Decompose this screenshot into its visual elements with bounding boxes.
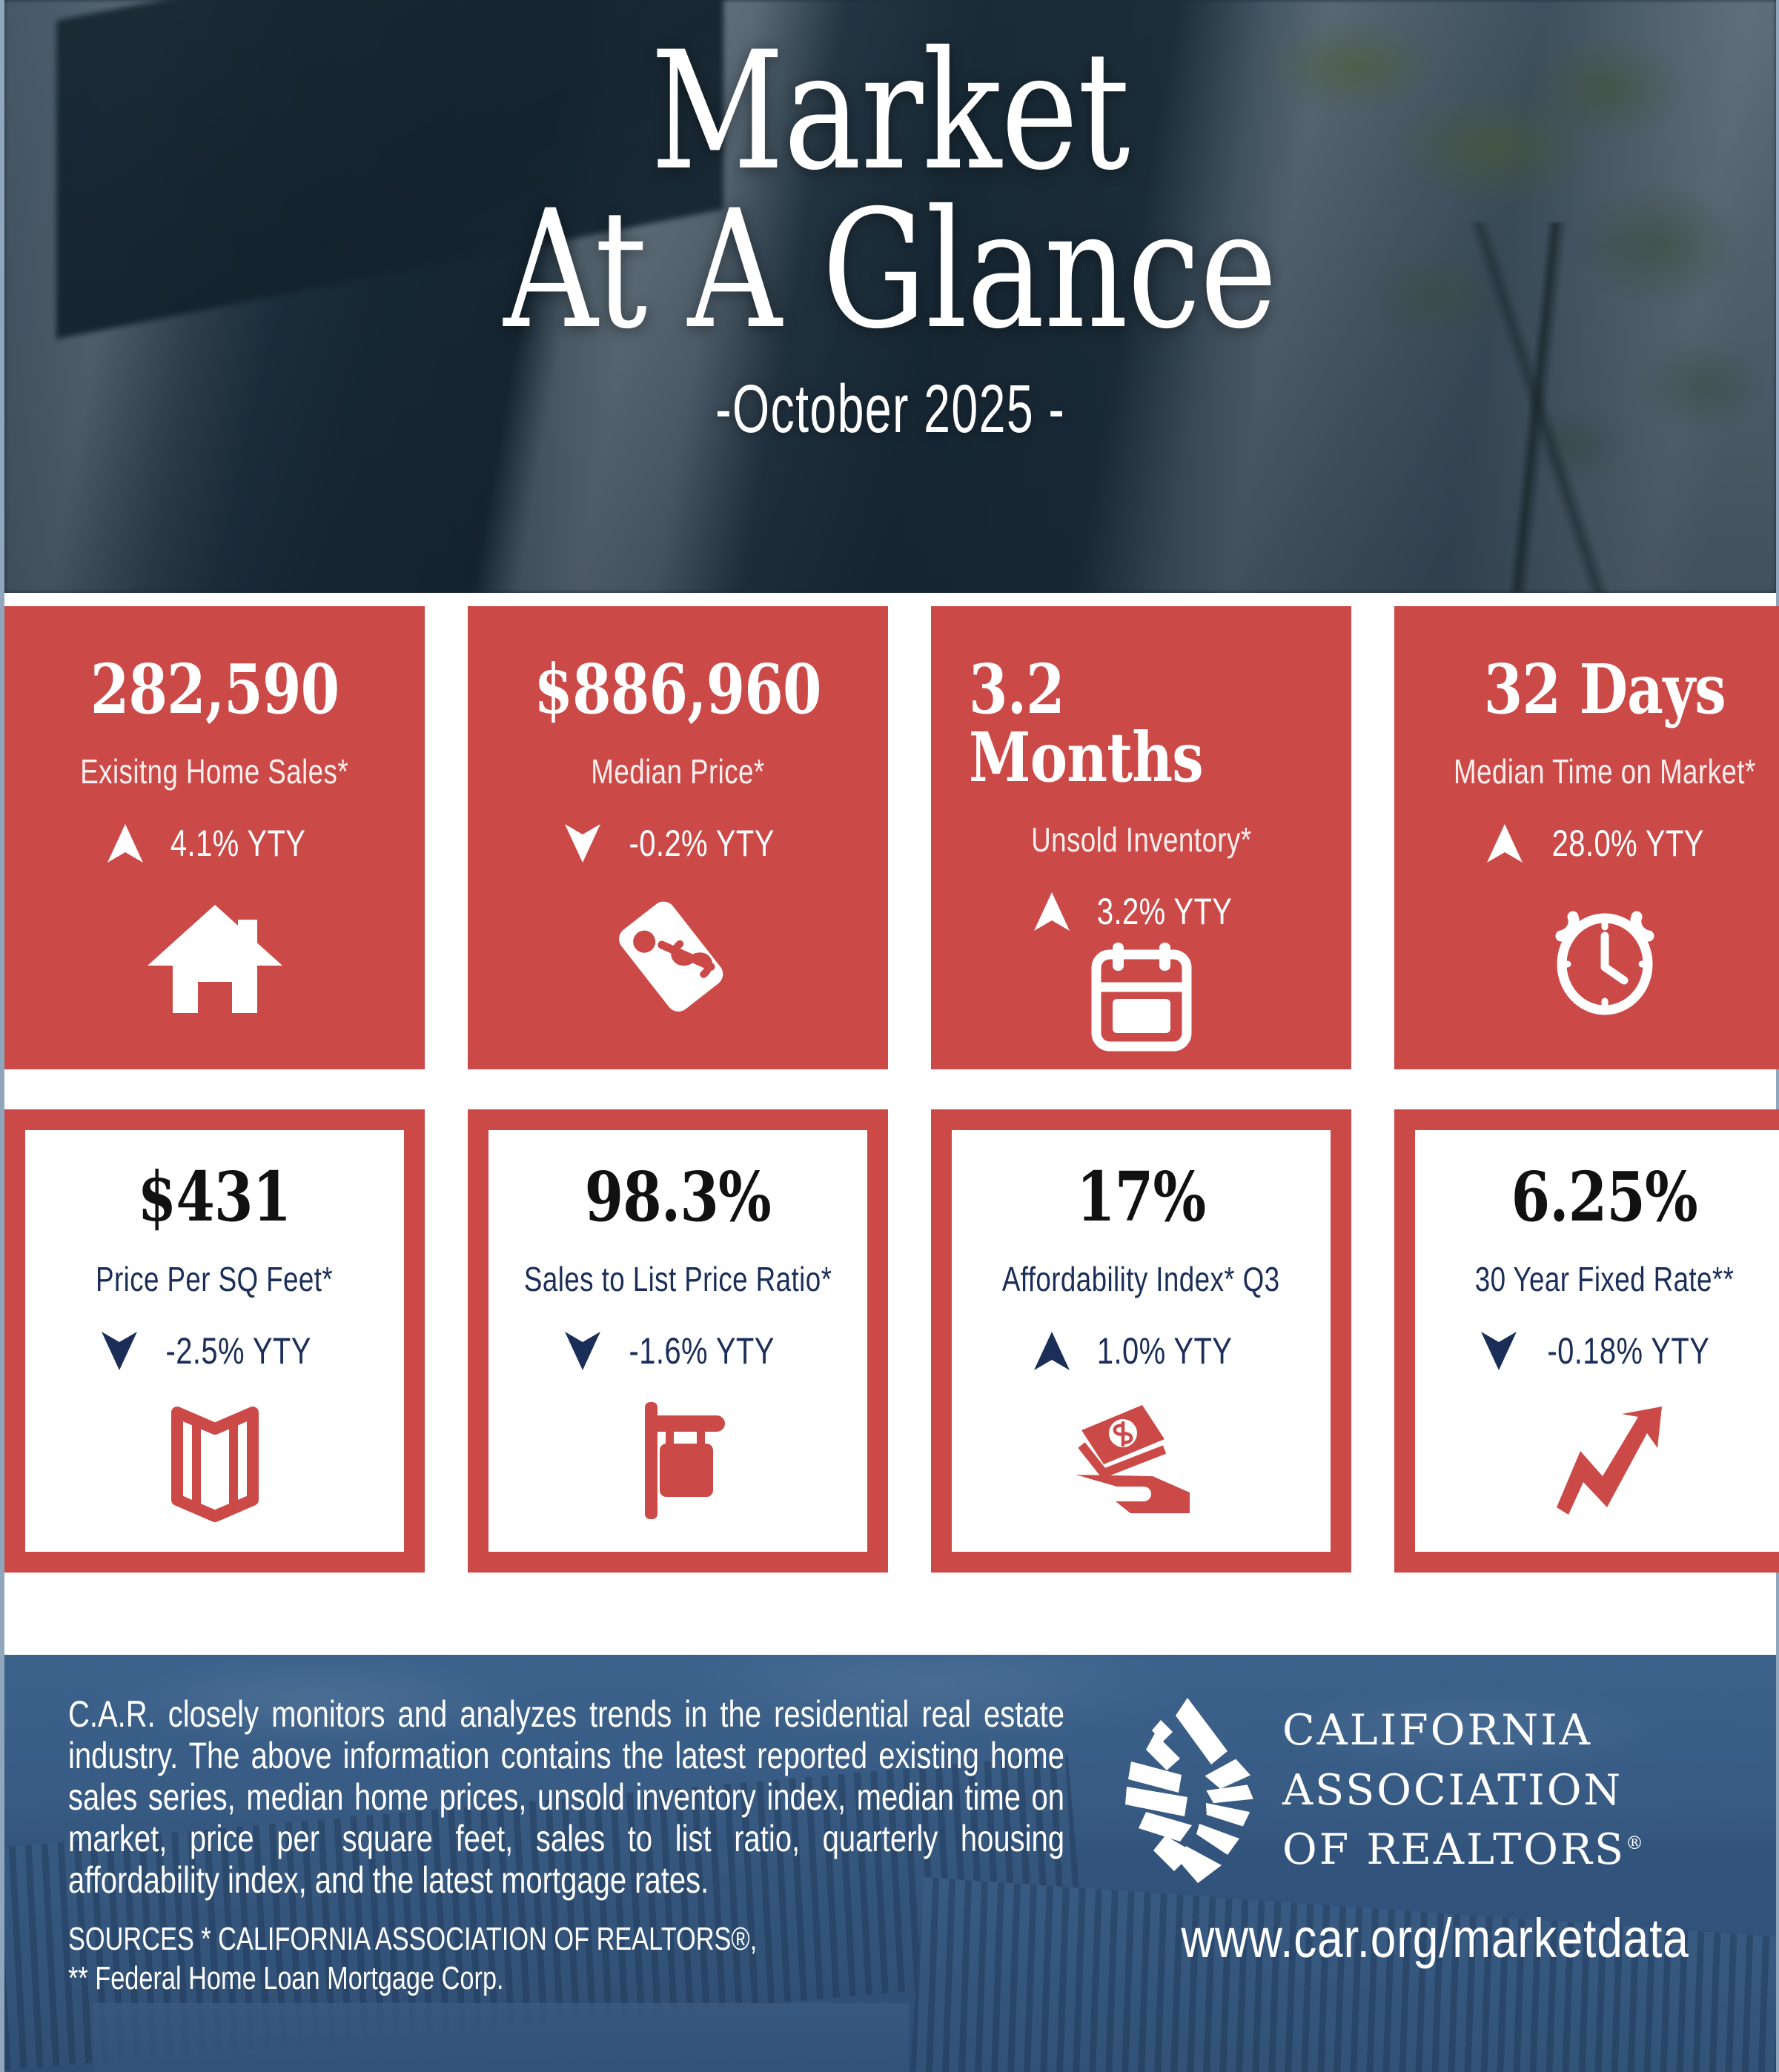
- arrow-down-icon: [563, 823, 602, 864]
- stat-value: 282,590: [90, 649, 339, 729]
- arrow-up-icon: [1033, 891, 1071, 932]
- stat-card-affordability-index[interactable]: 17% Affordability Index* Q3 1.0% YTY: [931, 1109, 1351, 1573]
- stat-delta: -0.2% YTY: [563, 823, 792, 864]
- calendar-icon: [1071, 932, 1212, 1058]
- alarm-clock-icon: [1534, 894, 1675, 1020]
- stat-delta: 3.2% YTY: [1033, 891, 1249, 932]
- footer-sources-line2: ** Federal Home Loan Mortgage Corp.: [68, 1959, 504, 1996]
- stat-value: 3.2 Months: [969, 649, 1204, 797]
- header-text-block: Market At A Glance -October 2025 -: [4, 0, 1776, 593]
- stat-label: 30 Year Fixed Rate**: [1474, 1260, 1735, 1298]
- stat-card-30-year-fixed-rate[interactable]: 6.25% 30 Year Fixed Rate** -0.18% YTY: [1394, 1109, 1779, 1573]
- stat-label: Sales to List Price Ratio*: [523, 1260, 832, 1298]
- stat-label: Median Time on Market*: [1453, 752, 1756, 791]
- stat-card-price-per-sq-feet[interactable]: $431 Price Per SQ Feet* -2.5% YTY: [4, 1109, 425, 1573]
- logo-line-california: CALIFORNIA: [1282, 1705, 1592, 1755]
- car-diamond-emblem-icon: [1116, 1693, 1257, 1887]
- money-in-hand-icon: [1071, 1396, 1212, 1522]
- stat-delta-text: 28.0% YTY: [1551, 823, 1705, 864]
- stat-delta: 4.1% YTY: [106, 823, 322, 864]
- footer-sources-line1: SOURCES * CALIFORNIA ASSOCIATION OF REAL…: [68, 1921, 758, 1957]
- arrow-down-icon: [1480, 1330, 1518, 1372]
- map-icon: [145, 1396, 285, 1522]
- for-sale-sign-icon: [608, 1396, 749, 1522]
- stat-value: 17%: [1076, 1157, 1206, 1237]
- arrow-down-icon: [100, 1330, 139, 1372]
- stat-label: Median Price*: [591, 752, 765, 791]
- stat-label: Affordability Index* Q3: [1002, 1260, 1280, 1298]
- stat-card-median-price[interactable]: $886,960 Median Price* -0.2% YTY: [468, 606, 888, 1069]
- stat-delta: -2.5% YTY: [100, 1330, 329, 1372]
- logo-line-association: ASSOCIATION: [1282, 1765, 1623, 1815]
- car-logo-wordmark: CALIFORNIA ASSOCIATION OF REALTORS®: [1282, 1701, 1643, 1881]
- footer-description: C.A.R. closely monitors and analyzes tre…: [68, 1693, 1064, 1901]
- car-logo: CALIFORNIA ASSOCIATION OF REALTORS®: [1094, 1693, 1776, 1887]
- page-title-line2: At A Glance: [503, 175, 1278, 365]
- stat-delta: 1.0% YTY: [1033, 1330, 1249, 1372]
- stat-delta: 28.0% YTY: [1485, 823, 1723, 864]
- header-banner: Market At A Glance -October 2025 -: [4, 0, 1776, 593]
- stat-delta-text: -1.6% YTY: [629, 1330, 775, 1372]
- stat-label: Exisitng Home Sales*: [80, 752, 349, 791]
- stat-value: 98.3%: [584, 1157, 772, 1237]
- stat-delta-text: -2.5% YTY: [165, 1330, 311, 1372]
- stat-value: $886,960: [534, 649, 822, 729]
- arrow-up-icon: [1485, 823, 1524, 864]
- footer-url[interactable]: www.car.org/marketdata: [1181, 1907, 1689, 1969]
- footer-text-column: C.A.R. closely monitors and analyzes tre…: [4, 1655, 1094, 2072]
- stat-delta: -0.18% YTY: [1480, 1330, 1730, 1372]
- rising-arrow-icon: [1534, 1396, 1675, 1522]
- header-overlay-tint: [4, 0, 1776, 593]
- footer-logo-column: CALIFORNIA ASSOCIATION OF REALTORS® www.…: [1094, 1655, 1776, 2072]
- stat-value: $431: [138, 1157, 292, 1237]
- stat-delta-text: 1.0% YTY: [1097, 1330, 1233, 1372]
- house-icon: [145, 894, 285, 1020]
- footer-overlay-tint: [4, 1655, 1776, 2072]
- logo-line-of-realtors: OF REALTORS®: [1282, 1820, 1643, 1880]
- stat-card-unsold-inventory[interactable]: 3.2 Months Unsold Inventory* 3.2% YTY: [931, 606, 1351, 1069]
- stat-label: Price Per SQ Feet*: [96, 1260, 334, 1298]
- stat-label: Unsold Inventory*: [1030, 820, 1252, 859]
- stat-delta-text: -0.18% YTY: [1547, 1330, 1709, 1372]
- stat-delta-text: 4.1% YTY: [170, 823, 306, 864]
- stat-delta: -1.6% YTY: [563, 1330, 792, 1372]
- footer-banner: C.A.R. closely monitors and analyzes tre…: [4, 1655, 1776, 2072]
- arrow-up-icon: [106, 823, 145, 864]
- page-title-line1: Market: [650, 16, 1130, 206]
- stat-delta-text: 3.2% YTY: [1097, 891, 1233, 932]
- page-subtitle: -October 2025 -: [715, 371, 1066, 447]
- arrow-down-icon: [563, 1330, 602, 1372]
- footer-sources: SOURCES * CALIFORNIA ASSOCIATION OF REAL…: [68, 1920, 1063, 1999]
- registered-trademark-icon: ®: [1626, 1833, 1644, 1854]
- stat-card-existing-home-sales[interactable]: 282,590 Exisitng Home Sales* 4.1% YTY: [4, 606, 425, 1069]
- logo-line-of-realtors-text: OF REALTORS: [1282, 1825, 1626, 1875]
- stat-card-median-time-on-market[interactable]: 32 Days Median Time on Market* 28.0% YTY: [1394, 606, 1779, 1069]
- arrow-up-icon: [1033, 1330, 1071, 1372]
- stat-value: 6.25%: [1511, 1157, 1698, 1237]
- price-tag-icon: [608, 894, 749, 1020]
- stat-card-sales-to-list-price-ratio[interactable]: 98.3% Sales to List Price Ratio* -1.6% Y…: [468, 1109, 888, 1573]
- footer-content: C.A.R. closely monitors and analyzes tre…: [4, 1655, 1776, 2072]
- stat-delta-text: -0.2% YTY: [629, 823, 775, 864]
- stat-value: 32 Days: [1483, 649, 1726, 729]
- stat-card-grid: 282,590 Exisitng Home Sales* 4.1% YTY $8…: [4, 606, 1779, 1573]
